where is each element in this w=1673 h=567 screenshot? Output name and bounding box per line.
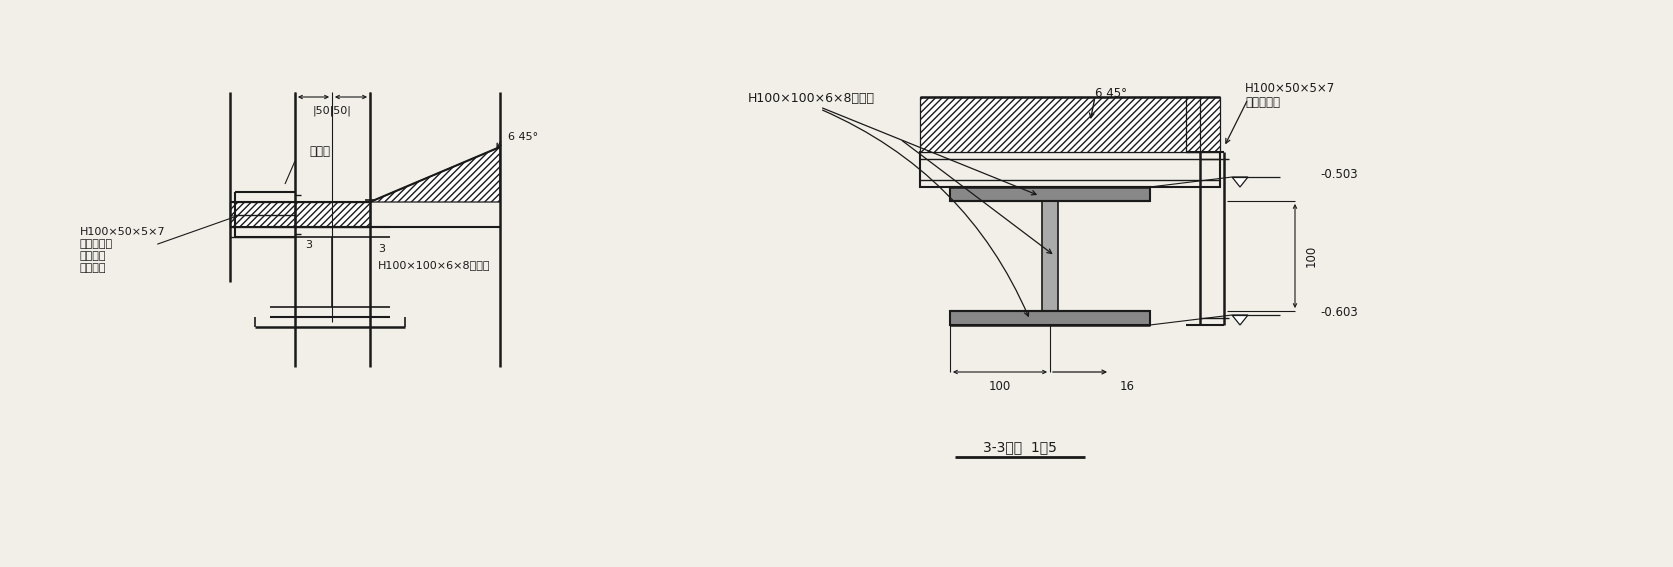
Text: 3-3剑面  1：5: 3-3剑面 1：5 [982,440,1056,454]
Text: -0.503: -0.503 [1320,168,1357,181]
Text: 100: 100 [989,379,1010,392]
Text: 3: 3 [304,240,311,250]
Text: 6 45°: 6 45° [507,132,537,142]
Text: 3: 3 [378,244,385,254]
Text: 型钔封口梁: 型钔封口梁 [1245,96,1280,109]
Polygon shape [1231,315,1248,325]
Text: 近墙边线: 近墙边线 [80,263,107,273]
Text: -0.603: -0.603 [1320,307,1357,319]
Text: 封口梁贴: 封口梁贴 [80,251,107,261]
Bar [950,187,1149,201]
Text: |50|50|: |50|50| [313,106,351,116]
Text: H100×50×5×7: H100×50×5×7 [80,227,166,237]
Bar [229,202,294,227]
Text: 墙边线: 墙边线 [310,146,330,159]
Bar [1184,97,1200,152]
Bar [950,311,1149,325]
Bar [920,152,1220,187]
Bar [920,97,1220,152]
Polygon shape [370,147,500,202]
Text: 100: 100 [1303,245,1317,267]
Text: 16: 16 [1119,379,1134,392]
Text: 6 45°: 6 45° [1094,87,1126,100]
Text: 型钔封口梁: 型钔封口梁 [80,239,114,249]
Bar [294,202,370,227]
Polygon shape [1231,177,1248,187]
Text: H100×100×6×8型钔梁: H100×100×6×8型钔梁 [748,92,875,105]
Text: H100×50×5×7: H100×50×5×7 [1245,83,1335,95]
Bar [1041,201,1057,311]
Text: H100×100×6×8型钔梁: H100×100×6×8型钔梁 [378,260,490,270]
